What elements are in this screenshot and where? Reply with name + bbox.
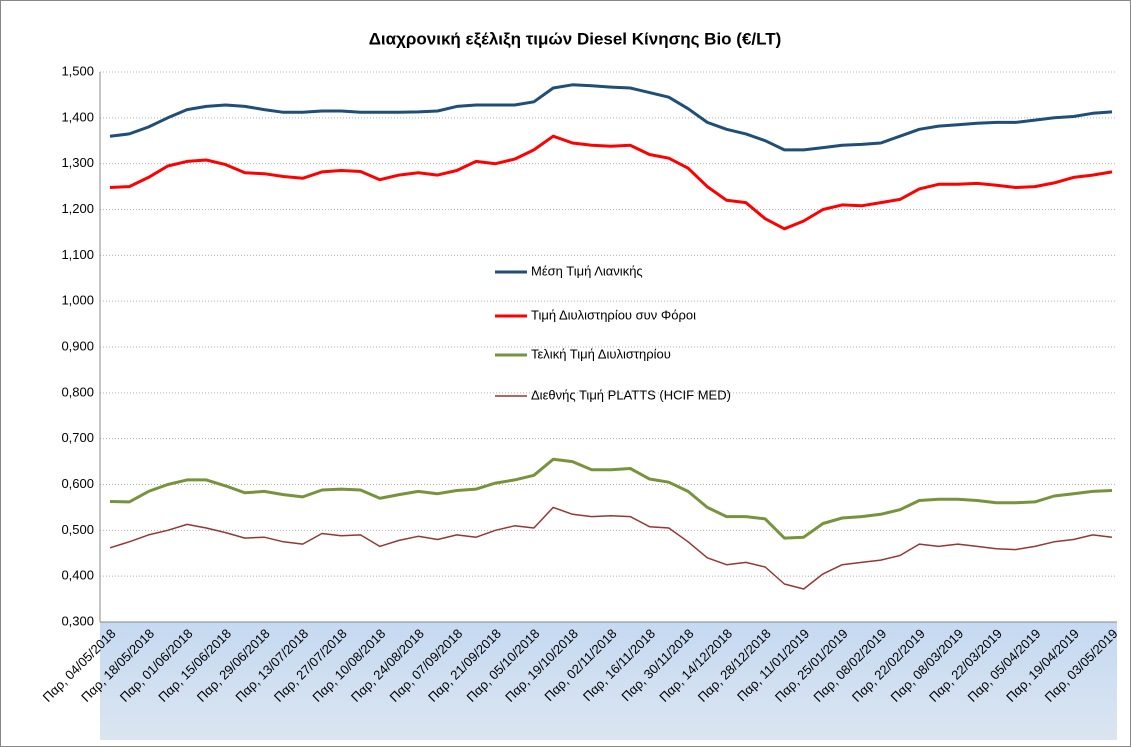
y-tick-label: 0,500 [61, 522, 94, 537]
y-tick-label: 0,600 [61, 476, 94, 491]
y-tick-label: 0,800 [61, 384, 94, 399]
legend-label: Μέση Τιμή Λιανικής [531, 263, 643, 278]
series-line [109, 134, 1113, 231]
y-tick-label: 0,700 [61, 430, 94, 445]
y-tick-label: 0,900 [61, 338, 94, 353]
legend-label: Τιμή Διυλιστηρίου συν Φόροι [531, 307, 696, 322]
y-tick-label: 1,200 [61, 201, 94, 216]
y-tick-label: 0,400 [61, 568, 94, 583]
legend-label: Διεθνής Τιμή PLATTS (HCIF MED) [531, 387, 731, 402]
y-tick-label: 1,100 [61, 247, 94, 262]
y-tick-label: 1,400 [61, 109, 94, 124]
x-axis-band [100, 622, 1117, 740]
y-tick-label: 1,500 [61, 63, 94, 78]
chart-title: Διαχρονική εξέλιξη τιμών Diesel Κίνησης … [369, 29, 782, 48]
series-line [109, 506, 1113, 590]
y-tick-label: 1,300 [61, 155, 94, 170]
y-tick-label: 1,000 [61, 293, 94, 308]
series-line [109, 457, 1113, 540]
y-tick-label: 0,300 [61, 613, 94, 628]
legend-label: Τελική Τιμή Διυλιστηρίου [531, 346, 671, 361]
series-line [109, 83, 1113, 152]
